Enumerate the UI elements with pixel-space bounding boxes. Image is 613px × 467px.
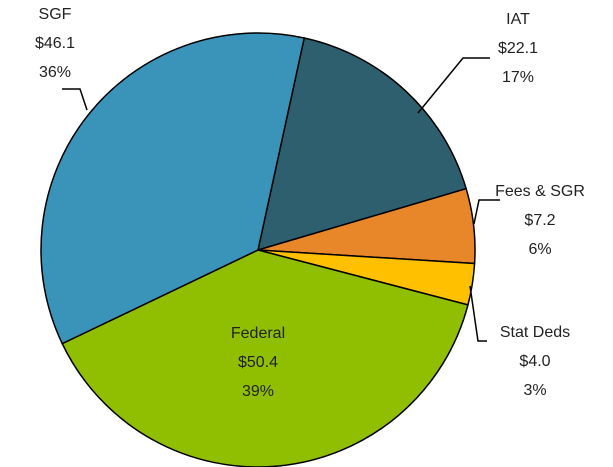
pie-slice (40, 32, 306, 345)
value-label: $4.0 (519, 353, 550, 370)
category-label: Stat Deds (500, 324, 570, 341)
pie-slice (256, 37, 468, 252)
value-label: $7.2 (524, 212, 555, 229)
value-label: $46.1 (35, 35, 75, 52)
category-label: SGF (39, 6, 72, 23)
category-label: Fees & SGR (495, 183, 585, 200)
percent-label: 3% (523, 382, 546, 399)
category-label: IAT (506, 11, 530, 28)
percent-label: 36% (39, 64, 71, 81)
percent-label: 17% (502, 69, 534, 86)
leader-line (469, 285, 487, 342)
leader-line (417, 57, 490, 114)
category-label: Federal (231, 325, 285, 342)
pie-slice (61, 249, 469, 467)
percent-label: 6% (528, 241, 551, 258)
value-label: $22.1 (498, 40, 538, 57)
percent-label: 39% (242, 383, 274, 400)
leader-line (62, 88, 88, 111)
leader-line (473, 199, 500, 225)
value-label: $50.4 (238, 354, 278, 371)
